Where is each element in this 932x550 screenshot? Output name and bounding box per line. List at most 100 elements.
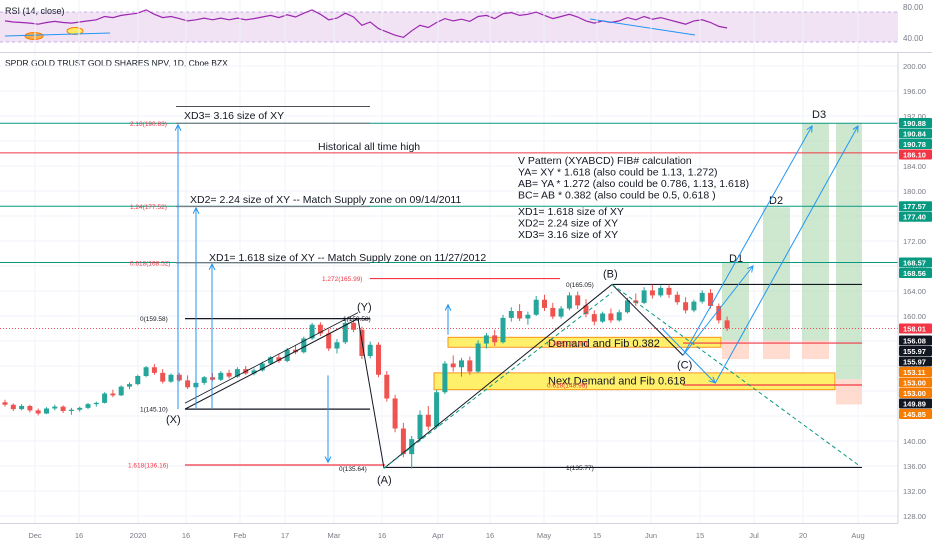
time-tick-label: Jun xyxy=(645,531,657,540)
candle-body xyxy=(558,308,564,317)
d3-alt-projection-arrow xyxy=(714,126,858,384)
fib-calc-line: AB= YA * 1.272 (also could be 0.786, 1.1… xyxy=(518,178,749,190)
candle-body xyxy=(268,357,274,364)
price-tag-bg xyxy=(899,377,932,388)
price-tag-bg xyxy=(899,409,932,419)
price-tag-bg xyxy=(899,367,932,377)
price-tag-bg xyxy=(899,346,932,356)
time-tick-label: Dec xyxy=(28,531,42,540)
candle-body xyxy=(367,344,373,356)
rsi-trendline-1 xyxy=(4,32,111,37)
price-tick-label: 184.00 xyxy=(903,162,926,171)
candle-body xyxy=(93,402,99,405)
price-tick-label: 136.00 xyxy=(903,462,926,471)
candle-body xyxy=(259,363,265,371)
price-tag-bg xyxy=(899,128,932,139)
price-tag-label: 153.00 xyxy=(903,389,926,398)
fib-label: 0.382(155.67) xyxy=(547,341,587,348)
candle-body xyxy=(160,372,166,382)
vertical-gridlines xyxy=(34,0,859,523)
fib-label: 0.618(168.52) xyxy=(130,260,170,267)
price-tag-bg xyxy=(899,211,932,222)
symbol-title: SPDR GOLD TRUST GOLD SHARES NPV, 1D, Cbo… xyxy=(5,58,228,68)
time-tick-label: 16 xyxy=(486,531,494,540)
candle-body xyxy=(508,311,514,318)
candle-body xyxy=(716,306,722,321)
candle-body xyxy=(234,369,240,377)
target-stop-box xyxy=(836,379,862,405)
pattern-point-label: (C) xyxy=(677,359,692,371)
price-tick-label: 132.00 xyxy=(903,487,926,496)
pattern-point-label: (A) xyxy=(377,474,392,486)
price-tag-bg xyxy=(899,118,932,128)
target-stop-box xyxy=(722,340,749,360)
xy-leg xyxy=(184,318,359,410)
demand-zone-1 xyxy=(447,336,722,348)
bc-leg xyxy=(611,284,684,356)
candle-body xyxy=(35,410,41,414)
candle-body xyxy=(44,408,49,414)
price-tag-bg xyxy=(899,139,932,149)
candle-body xyxy=(251,370,257,374)
fib-label: 1.24(177.52) xyxy=(130,204,167,211)
demand-zone-2-label: Next Demand and Fib 0.618 xyxy=(548,375,686,387)
annotations: XD3= 3.16 size of XY Historical all time … xyxy=(184,110,749,264)
target-profit-box xyxy=(836,123,862,380)
candle-body xyxy=(27,406,33,411)
target-profit-box xyxy=(763,207,790,341)
candle-body xyxy=(641,290,647,303)
price-tag-label: 149.89 xyxy=(903,400,926,409)
d3-projection-arrow xyxy=(682,126,812,356)
candle-body xyxy=(351,322,357,330)
price-tick-label: 128.00 xyxy=(903,512,926,521)
price-tag-label: 190.88 xyxy=(903,119,926,128)
rsi-trendline-2 xyxy=(589,18,696,36)
candle-body xyxy=(708,292,713,306)
time-tick-label: 17 xyxy=(281,531,289,540)
target-profit-box xyxy=(802,123,829,341)
pattern-point-label: (X) xyxy=(166,414,181,426)
ya-leg xyxy=(357,318,385,469)
xd3-annotation: XD3= 3.16 size of XY xyxy=(184,110,284,122)
xy-leg-channel xyxy=(184,312,359,404)
candle-body xyxy=(52,406,58,409)
candle-body xyxy=(616,312,622,321)
candle-body xyxy=(417,414,423,440)
price-tag-label: 177.57 xyxy=(903,202,926,211)
candle-body xyxy=(342,322,348,343)
rsi-axis: 80.00 40.00 xyxy=(903,3,924,43)
target-label: D2 xyxy=(769,195,783,207)
time-tick-label: Apr xyxy=(432,531,444,540)
candle-body xyxy=(226,372,232,377)
price-tick-label: 164.00 xyxy=(903,287,926,296)
price-tag-bg xyxy=(899,335,932,346)
projection-arrows xyxy=(178,125,858,463)
candle-body xyxy=(533,299,539,315)
rsi-tick-40: 40.00 xyxy=(903,34,924,43)
price-tick-label: 192.00 xyxy=(903,112,926,121)
candle-body xyxy=(143,367,149,376)
candle-body xyxy=(525,314,531,319)
candle-body xyxy=(542,299,547,308)
price-tag-bg xyxy=(899,398,932,409)
fib-label: 0.618(148.96) xyxy=(547,383,587,390)
candle-body xyxy=(724,320,730,329)
price-tag-label: 155.97 xyxy=(903,347,926,356)
candle-body xyxy=(575,295,581,306)
candle-body xyxy=(309,324,315,339)
time-tick-label: Feb xyxy=(234,531,247,540)
pattern-point-label: (Y) xyxy=(357,302,372,314)
price-tick-label: 172.00 xyxy=(903,237,926,246)
price-tag-label: 153.00 xyxy=(903,379,926,388)
candle-body xyxy=(127,384,132,387)
time-axis[interactable]: Dec 16 2020 16 Feb 17 Mar 16 Apr 16 May 15 Jun 15 Jul 2… xyxy=(28,531,864,540)
time-tick-label: 2020 xyxy=(130,531,147,540)
candle-body xyxy=(118,386,124,396)
xd1-annotation: XD1= 1.618 size of XY -- Match Supply zo… xyxy=(209,252,486,264)
time-tick-label: 16 xyxy=(378,531,386,540)
ab-leg xyxy=(383,284,613,469)
candle-body xyxy=(591,314,597,322)
candle-body xyxy=(392,398,398,429)
